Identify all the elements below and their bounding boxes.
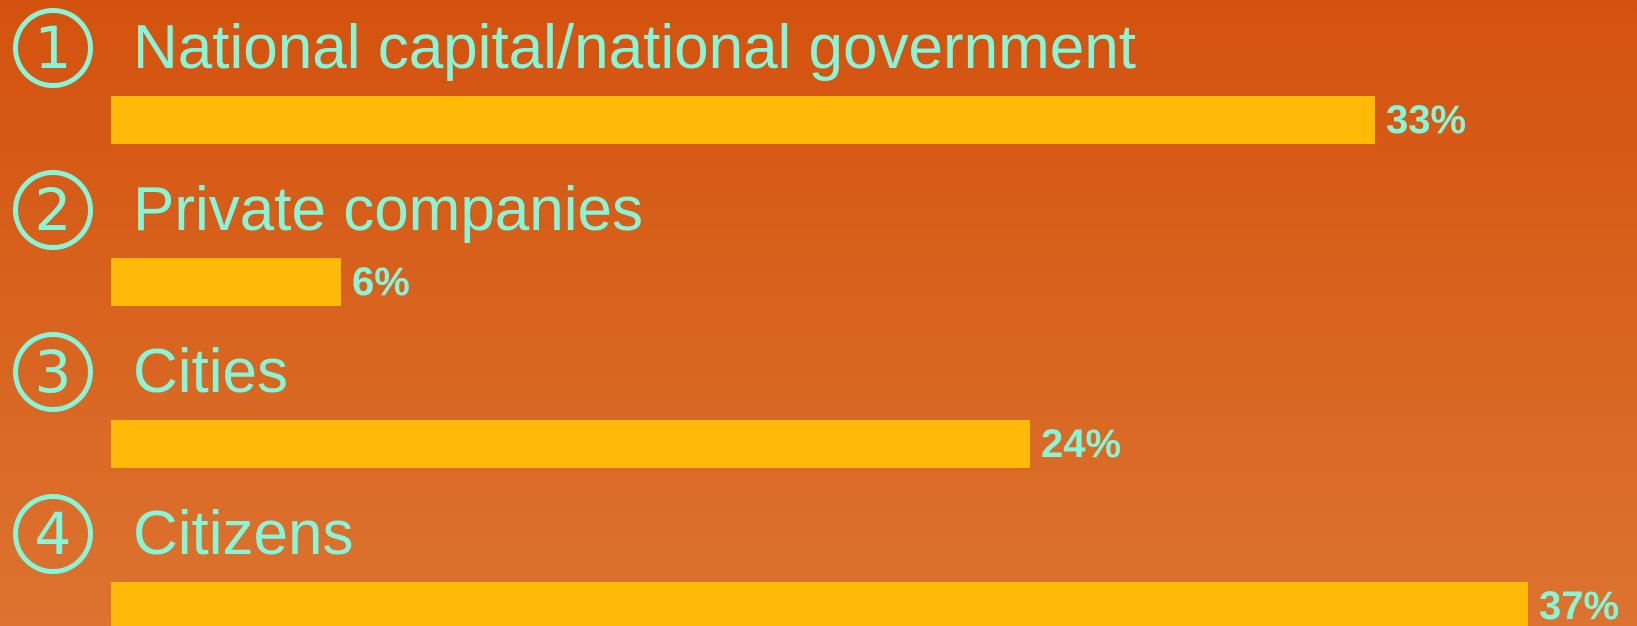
circled-number-marker: 1 xyxy=(13,8,93,88)
chart-item: 1 National capital/national government 3… xyxy=(0,8,1637,170)
chart-item: 4 Citizens 37% xyxy=(0,494,1637,626)
chart-item: 2 Private companies 6% xyxy=(0,170,1637,332)
value-label: 37% xyxy=(1539,584,1620,626)
bar xyxy=(111,96,1375,144)
bar xyxy=(111,582,1528,626)
circled-number-marker: 3 xyxy=(13,332,93,412)
value-label: 6% xyxy=(352,260,410,304)
value-label: 24% xyxy=(1041,422,1122,466)
circled-number-marker: 4 xyxy=(13,494,93,574)
category-label: Private companies xyxy=(133,175,644,244)
chart-item: 3 Cities 24% xyxy=(0,332,1637,494)
category-label: Citizens xyxy=(133,499,354,568)
bar xyxy=(111,420,1030,468)
category-label: Cities xyxy=(133,337,289,406)
value-label: 33% xyxy=(1386,98,1467,142)
bar xyxy=(111,258,341,306)
category-label: National capital/national government xyxy=(133,13,1136,82)
circled-number-marker: 2 xyxy=(13,170,93,250)
